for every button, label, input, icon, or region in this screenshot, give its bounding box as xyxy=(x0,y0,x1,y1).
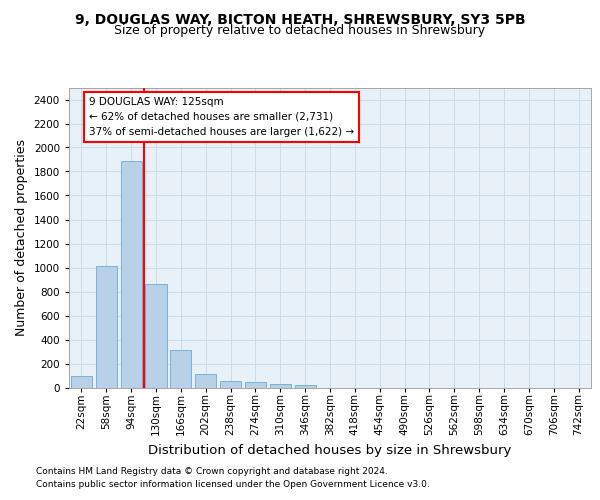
Text: Contains HM Land Registry data © Crown copyright and database right 2024.: Contains HM Land Registry data © Crown c… xyxy=(36,467,388,476)
Bar xyxy=(71,376,92,388)
Text: 9, DOUGLAS WAY, BICTON HEATH, SHREWSBURY, SY3 5PB: 9, DOUGLAS WAY, BICTON HEATH, SHREWSBURY… xyxy=(74,12,526,26)
Bar xyxy=(295,385,316,388)
Y-axis label: Number of detached properties: Number of detached properties xyxy=(15,139,28,336)
Text: Contains public sector information licensed under the Open Government Licence v3: Contains public sector information licen… xyxy=(36,480,430,489)
X-axis label: Distribution of detached houses by size in Shrewsbury: Distribution of detached houses by size … xyxy=(148,444,512,456)
Bar xyxy=(220,380,241,388)
Bar xyxy=(245,382,266,388)
Bar xyxy=(195,374,216,388)
Text: 9 DOUGLAS WAY: 125sqm
← 62% of detached houses are smaller (2,731)
37% of semi-d: 9 DOUGLAS WAY: 125sqm ← 62% of detached … xyxy=(89,97,354,136)
Bar xyxy=(96,266,117,388)
Bar xyxy=(121,160,142,388)
Bar xyxy=(170,350,191,388)
Text: Size of property relative to detached houses in Shrewsbury: Size of property relative to detached ho… xyxy=(115,24,485,37)
Bar xyxy=(145,284,167,388)
Bar xyxy=(270,384,291,388)
